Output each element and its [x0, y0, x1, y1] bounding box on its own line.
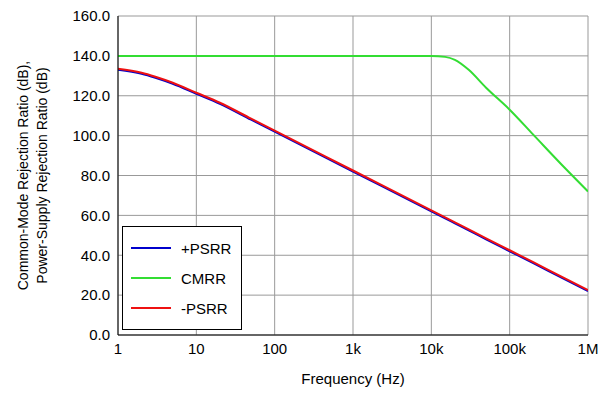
- html-text:+PSRR: +PSRR: [181, 239, 232, 257]
- svg-text:100k: 100k: [493, 340, 526, 357]
- svg-text:1M: 1M: [578, 340, 599, 357]
- svg-text:80.0: 80.0: [81, 167, 110, 184]
- svg-text:100.0: 100.0: [72, 127, 110, 144]
- svg-text:1: 1: [114, 340, 122, 357]
- svg-text:0.0: 0.0: [89, 326, 110, 343]
- svg-text:100: 100: [262, 340, 287, 357]
- svg-text:1k: 1k: [345, 340, 361, 357]
- svg-text:40.0: 40.0: [81, 247, 110, 264]
- svg-text:10: 10: [188, 340, 205, 357]
- svg-text:Common-Mode Rejection Ratio (d: Common-Mode Rejection Ratio (dB),: [15, 61, 31, 291]
- svg-text:140.0: 140.0: [72, 47, 110, 64]
- svg-text:120.0: 120.0: [72, 87, 110, 104]
- svg-text:Power-Supply Rejection Ratio (: Power-Supply Rejection Ratio (dB): [34, 67, 50, 283]
- svg-text:60.0: 60.0: [81, 207, 110, 224]
- html-text:CMRR: CMRR: [181, 269, 226, 287]
- svg-text:20.0: 20.0: [81, 286, 110, 303]
- html-text:-PSRR: -PSRR: [181, 299, 228, 317]
- svg-text:Frequency (Hz): Frequency (Hz): [301, 370, 404, 387]
- svg-text:10k: 10k: [419, 340, 444, 357]
- svg-text:160.0: 160.0: [72, 8, 110, 24]
